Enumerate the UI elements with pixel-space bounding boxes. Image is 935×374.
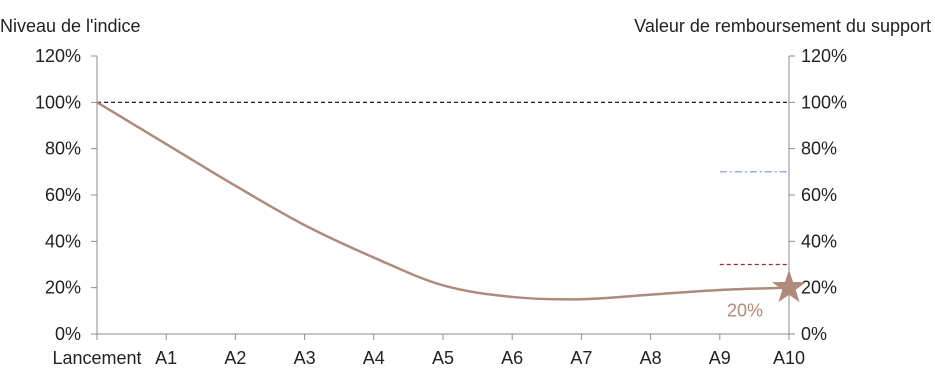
y-tick-label-right: 40% <box>801 231 837 251</box>
y-tick-label-right: 60% <box>801 185 837 205</box>
x-tick-label: A9 <box>709 348 731 368</box>
y-tick-label-left: 100% <box>35 92 81 112</box>
x-tick-label: A8 <box>640 348 662 368</box>
y-axis-right-title: Valeur de remboursement du support <box>634 16 931 36</box>
y-tick-label-left: 120% <box>35 46 81 66</box>
final-value-label: 20% <box>727 301 763 321</box>
y-axis-left-title: Niveau de l'indice <box>0 16 141 36</box>
x-tick-label: A1 <box>155 348 177 368</box>
x-tick-label: A7 <box>570 348 592 368</box>
x-tick-label: A6 <box>501 348 523 368</box>
plot-area: 0% 0% 20% 20% 40% 40% 60% 60% 80% 80% 100% 100% 120%… <box>35 46 847 368</box>
y-tick-label-right: 20% <box>801 278 837 298</box>
series-line <box>96 101 790 301</box>
x-tick-label: Lancement <box>52 348 141 368</box>
y-tick-label-right: 120% <box>801 46 847 66</box>
x-tick-label: A2 <box>224 348 246 368</box>
y-tick-label-left: 0% <box>55 324 81 344</box>
y-tick-label-left: 40% <box>45 231 81 251</box>
x-tick-label: A4 <box>363 348 385 368</box>
x-tick-label: A3 <box>294 348 316 368</box>
y-tick-label-right: 100% <box>801 92 847 112</box>
x-tick-label: A10 <box>773 348 805 368</box>
x-tick-label: A5 <box>432 348 454 368</box>
y-tick-label-left: 60% <box>45 185 81 205</box>
y-tick-label-right: 0% <box>801 324 827 344</box>
y-tick-label-right: 80% <box>801 139 837 159</box>
y-tick-label-left: 80% <box>45 139 81 159</box>
star-icon <box>771 269 807 303</box>
y-tick-label-left: 20% <box>45 278 81 298</box>
